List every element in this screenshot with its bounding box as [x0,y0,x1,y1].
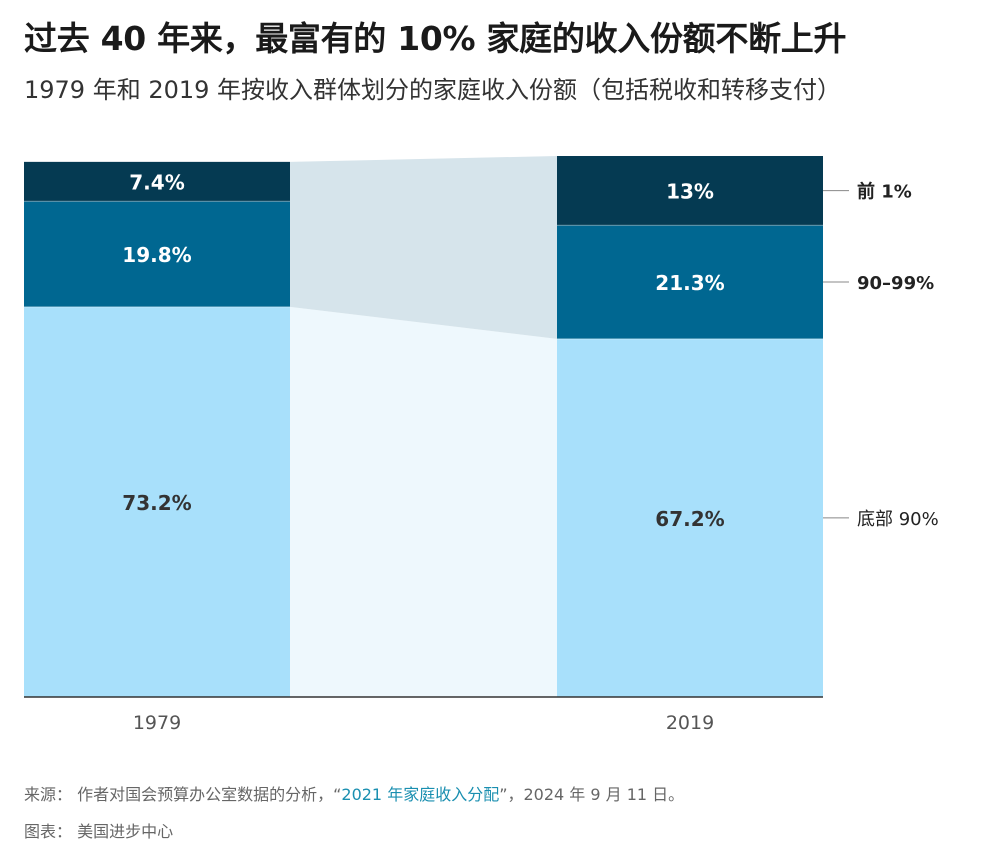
x-tick-label-1979: 1979 [133,712,181,734]
data-label-1979-series-2: 7.4% [129,171,184,195]
data-label-2019-series-0: 67.2% [655,507,724,531]
x-tick-label-2019: 2019 [666,712,714,734]
data-label-2019-series-1: 21.3% [655,271,724,295]
chart-credit: 图表： 美国进步中心 [24,822,174,841]
chart-subtitle: 1979 年和 2019 年按收入群体划分的家庭收入份额（包括税收和转移支付） [24,76,842,104]
connector-top-10 [290,156,557,339]
bar-1979-series-0 [24,306,290,697]
data-label-1979-series-0: 73.2% [122,491,191,515]
source-prefix: 来源： 作者对国会预算办公室数据的分析，“ [24,785,342,804]
source-suffix: ”，2024 年 9 月 11 日。 [499,785,685,804]
bar-2019-series-0 [557,338,823,697]
data-label-2019-series-2: 13% [666,180,714,204]
connector-bottom-90 [290,306,557,697]
chart-title: 过去 40 年来，最富有的 10% 家庭的收入份额不断上升 [24,19,847,58]
source-note: 来源： 作者对国会预算办公室数据的分析，“2021 年家庭收入分配”，2024 … [24,781,684,805]
legend-label-series-2: 前 1% [857,181,912,203]
source-link[interactable]: 2021 年家庭收入分配 [341,785,500,804]
bar-1979-series-1 [24,201,290,307]
legend-label-series-0: 底部 90% [857,509,939,530]
bar-2019-series-1 [557,225,823,339]
data-label-1979-series-1: 19.8% [122,243,191,267]
legend-label-series-1: 90–99% [857,273,934,294]
bar-1979-series-2 [24,161,290,202]
bar-2019-series-2 [557,156,823,226]
